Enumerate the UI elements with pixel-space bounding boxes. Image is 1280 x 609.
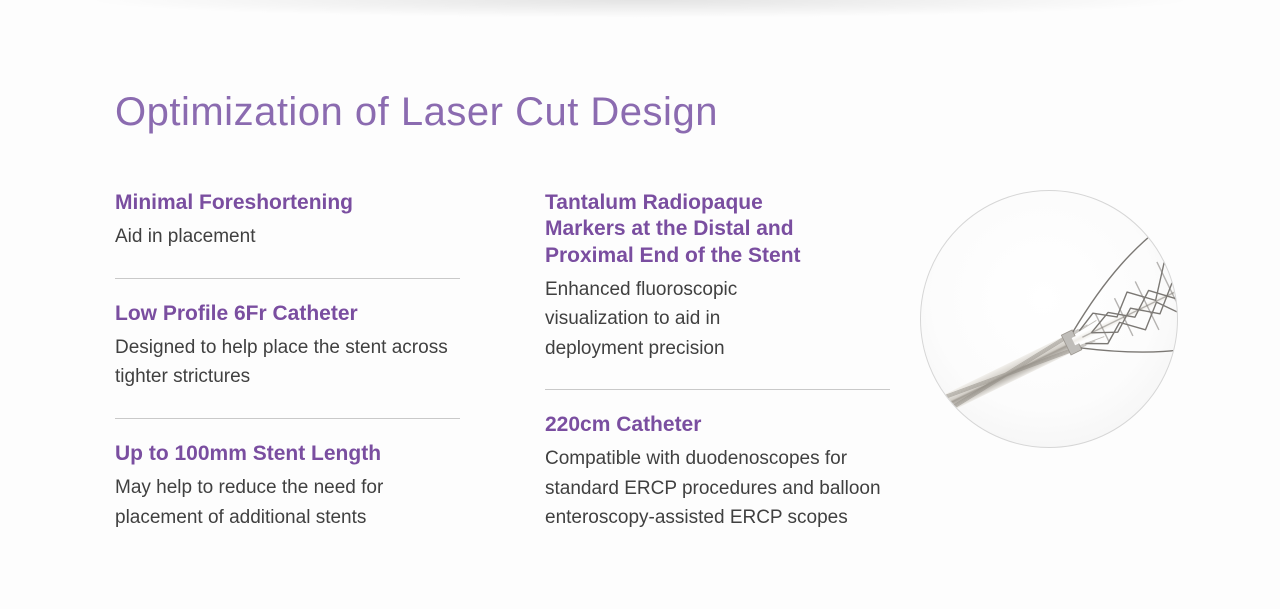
- feature-title: Tantalum Radiopaque Markers at the Dista…: [545, 190, 805, 269]
- feature-body: Enhanced fluoroscopic visualization to a…: [545, 275, 805, 363]
- feature-item: 220cm Catheter Compatible with duodenosc…: [545, 412, 890, 533]
- feature-body: Designed to help place the stent across …: [115, 333, 460, 392]
- feature-body: May help to reduce the need for placemen…: [115, 473, 460, 532]
- feature-title: Up to 100mm Stent Length: [115, 441, 460, 467]
- feature-item: Up to 100mm Stent Length May help to red…: [115, 441, 460, 532]
- feature-item: Minimal Foreshortening Aid in placement: [115, 190, 460, 252]
- top-shadow: [80, 0, 1200, 18]
- divider: [115, 418, 460, 419]
- illustration-column: [920, 190, 1200, 448]
- feature-body: Compatible with duodenoscopes for standa…: [545, 444, 890, 532]
- feature-item: Low Profile 6Fr Catheter Designed to hel…: [115, 301, 460, 392]
- divider: [115, 278, 460, 279]
- stent-illustration: [920, 190, 1178, 448]
- divider: [545, 389, 890, 390]
- right-column: Tantalum Radiopaque Markers at the Dista…: [545, 190, 890, 533]
- stent-svg: [921, 191, 1177, 447]
- columns: Minimal Foreshortening Aid in placement …: [115, 190, 1220, 533]
- feature-item: Tantalum Radiopaque Markers at the Dista…: [545, 190, 805, 363]
- feature-title: Low Profile 6Fr Catheter: [115, 301, 460, 327]
- feature-title: Minimal Foreshortening: [115, 190, 460, 216]
- left-column: Minimal Foreshortening Aid in placement …: [115, 190, 460, 532]
- page-title: Optimization of Laser Cut Design: [115, 90, 1220, 135]
- feature-title: 220cm Catheter: [545, 412, 890, 438]
- content-region: Optimization of Laser Cut Design Minimal…: [115, 90, 1220, 533]
- feature-body: Aid in placement: [115, 222, 460, 251]
